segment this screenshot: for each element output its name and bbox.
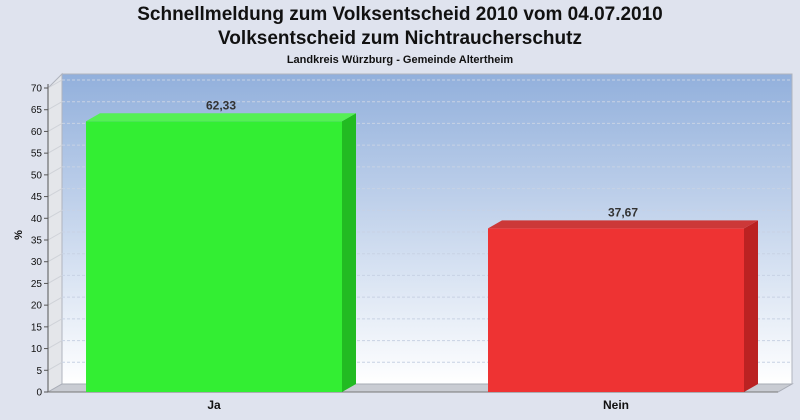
y-tick-label: 40 (31, 214, 43, 225)
y-tick-label: 10 (31, 344, 43, 355)
data-label: 62,33 (206, 98, 236, 112)
y-tick-label: 25 (31, 279, 43, 290)
bar-side-face (342, 113, 356, 392)
gridline-side (47, 340, 63, 350)
gridline-side (47, 144, 63, 154)
y-tick-label: 60 (31, 127, 43, 138)
bar-nein (488, 220, 758, 392)
gridline-side (47, 253, 63, 263)
gridline-side (47, 122, 63, 132)
bar-ja (86, 113, 356, 392)
y-tick-label: 5 (36, 366, 42, 377)
chart-subtitle: Landkreis Würzburg - Gemeinde Altertheim (286, 54, 514, 66)
bar-top-face (86, 113, 356, 122)
y-tick-label: 45 (31, 192, 43, 203)
gridline-side (47, 318, 63, 328)
x-tick-label: Ja (207, 398, 221, 412)
gridline-side (47, 79, 63, 89)
y-tick-label: 35 (31, 236, 43, 247)
y-axis-title: % (13, 230, 25, 240)
gridline-side (47, 188, 63, 198)
gridline-side (47, 209, 63, 219)
gridline-side (47, 361, 63, 371)
y-tick-label: 0 (36, 388, 42, 399)
y-tick-label: 55 (31, 149, 43, 160)
y-tick-label: 20 (31, 301, 43, 312)
chart-title: Schnellmeldung zum Volksentscheid 2010 v… (137, 4, 663, 25)
y-tick-label: 15 (31, 322, 43, 333)
gridline-side (47, 296, 63, 306)
bar-top-face (488, 220, 758, 229)
y-tick-label: 30 (31, 257, 43, 268)
bar-front-face (86, 121, 342, 392)
y-tick-label: 70 (31, 84, 43, 95)
x-tick-label: Nein (603, 398, 629, 412)
bar-front-face (488, 228, 744, 392)
gridline-side (47, 101, 63, 111)
gridline-side (47, 231, 63, 241)
data-label: 37,67 (608, 205, 638, 219)
y-tick-label: 50 (31, 170, 43, 181)
gridline-side (47, 166, 63, 176)
chart-title-2: Volksentscheid zum Nichtraucherschutz (218, 28, 582, 49)
bar-side-face (744, 220, 758, 392)
y-tick-label: 65 (31, 105, 43, 116)
gridline-side (47, 274, 63, 284)
